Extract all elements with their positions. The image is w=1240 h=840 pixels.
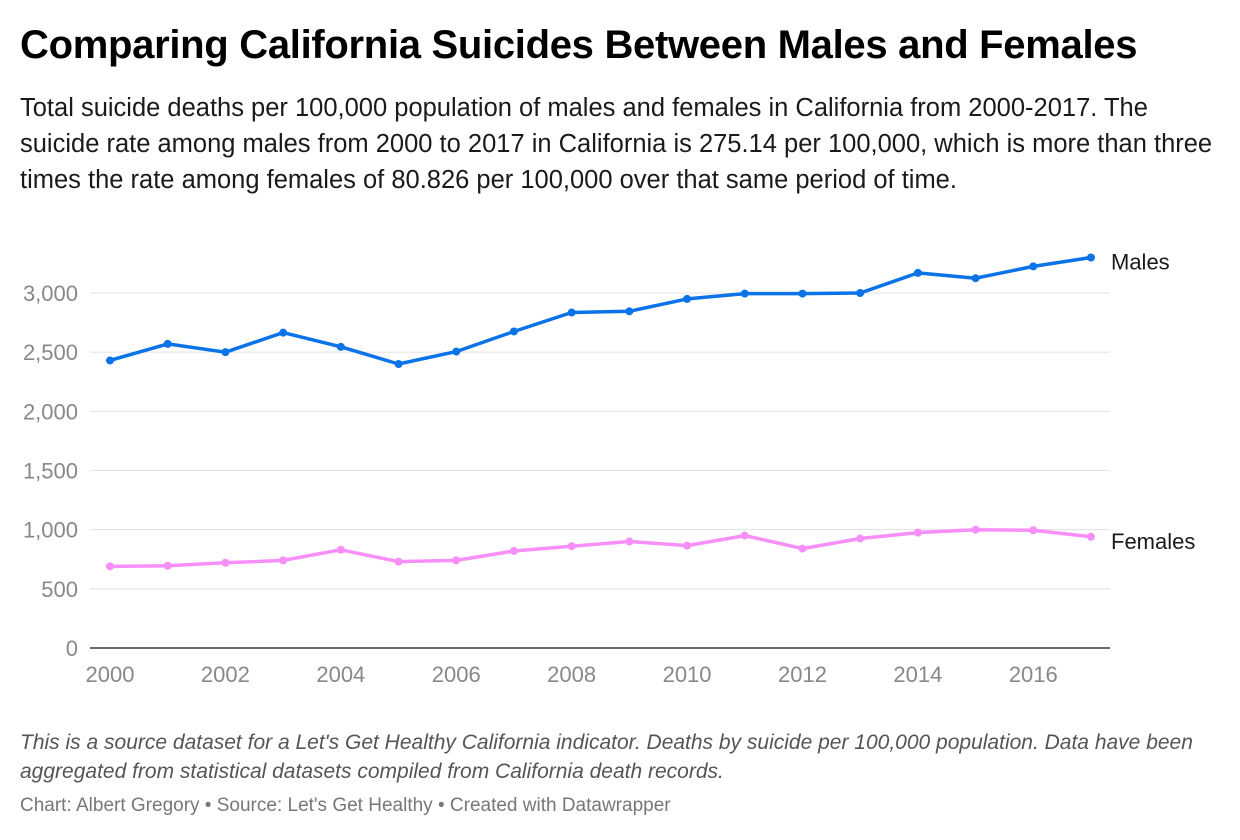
males-series-label: Males	[1111, 250, 1170, 275]
females-series-label: Females	[1111, 529, 1195, 554]
females-data-point	[336, 545, 345, 554]
males-data-point	[740, 289, 749, 298]
males-series-line	[108, 255, 1093, 366]
males-data-point	[856, 289, 865, 297]
source-name: Let's Get Healthy	[287, 795, 433, 816]
series-end-labels: Males Females	[1111, 250, 1195, 554]
source-label: Source:	[216, 795, 283, 816]
x-tick-label: 2008	[547, 662, 596, 687]
chart-author: Albert Gregory	[75, 795, 200, 816]
females-data-point	[163, 561, 172, 570]
females-data-point	[913, 528, 922, 537]
y-tick-label: 2,500	[23, 340, 78, 365]
x-axis-tick-labels: 2000 2002 2004 2006 2008 2010 2012 2014 2016	[86, 662, 1058, 687]
males-data-point	[798, 289, 807, 298]
females-data-point	[106, 562, 114, 571]
x-tick-label: 2000	[86, 662, 135, 687]
females-data-point	[279, 556, 288, 565]
y-tick-label: 500	[41, 577, 78, 602]
females-data-point	[221, 558, 230, 567]
created-with: Created with Datawrapper	[449, 795, 671, 816]
y-tick-label: 1,500	[23, 459, 78, 484]
females-data-point	[740, 531, 749, 540]
females-series-line	[108, 527, 1093, 569]
chart-credit-label: Chart:	[20, 795, 72, 816]
x-tick-label: 2004	[316, 662, 365, 687]
males-data-point	[971, 274, 980, 283]
x-tick-label: 2010	[663, 662, 712, 687]
males-data-point	[625, 307, 634, 316]
females-data-point	[567, 542, 576, 551]
females-data-point	[798, 544, 807, 553]
y-axis-tick-labels: 0 500 1,000 1,500 2,000 2,500 3,000	[23, 281, 78, 661]
y-tick-label: 1,000	[23, 518, 78, 543]
males-data-point	[452, 347, 461, 356]
x-tick-label: 2006	[432, 662, 481, 687]
x-tick-label: 2012	[778, 662, 827, 687]
males-data-point	[163, 339, 172, 348]
y-tick-label: 3,000	[23, 281, 78, 306]
females-data-point	[452, 556, 461, 565]
males-data-point	[567, 308, 576, 317]
series-lines	[106, 253, 1095, 571]
females-data-point	[1087, 532, 1095, 541]
females-data-point	[971, 525, 980, 534]
chart-footer: Chart: Albert Gregory • Source: Let's Ge…	[20, 795, 671, 816]
males-data-point	[336, 342, 345, 351]
males-data-point	[394, 360, 403, 368]
x-tick-label: 2014	[893, 662, 942, 687]
males-data-point	[1029, 262, 1038, 271]
chart-notes: This is a source dataset for a Let's Get…	[20, 731, 1193, 783]
chart-title: Comparing California Suicides Between Ma…	[20, 23, 1138, 67]
males-data-point	[1087, 253, 1095, 262]
x-tick-label: 2002	[201, 662, 250, 687]
females-data-point	[856, 534, 865, 543]
males-data-point	[221, 348, 230, 357]
females-data-point	[683, 541, 692, 550]
males-data-point	[279, 328, 288, 337]
females-data-point	[394, 557, 403, 566]
males-data-point	[106, 356, 114, 365]
chart-description: Total suicide deaths per 100,000 populat…	[20, 94, 1213, 194]
y-tick-label: 2,000	[23, 399, 78, 424]
males-data-point	[683, 294, 692, 303]
males-data-point	[913, 268, 922, 277]
females-data-point	[625, 537, 634, 546]
males-data-point	[509, 327, 518, 336]
females-data-point	[509, 546, 518, 555]
gridlines	[90, 292, 1110, 649]
y-tick-label: 0	[66, 636, 78, 661]
females-data-point	[1029, 526, 1038, 535]
x-tick-label: 2016	[1009, 662, 1058, 687]
